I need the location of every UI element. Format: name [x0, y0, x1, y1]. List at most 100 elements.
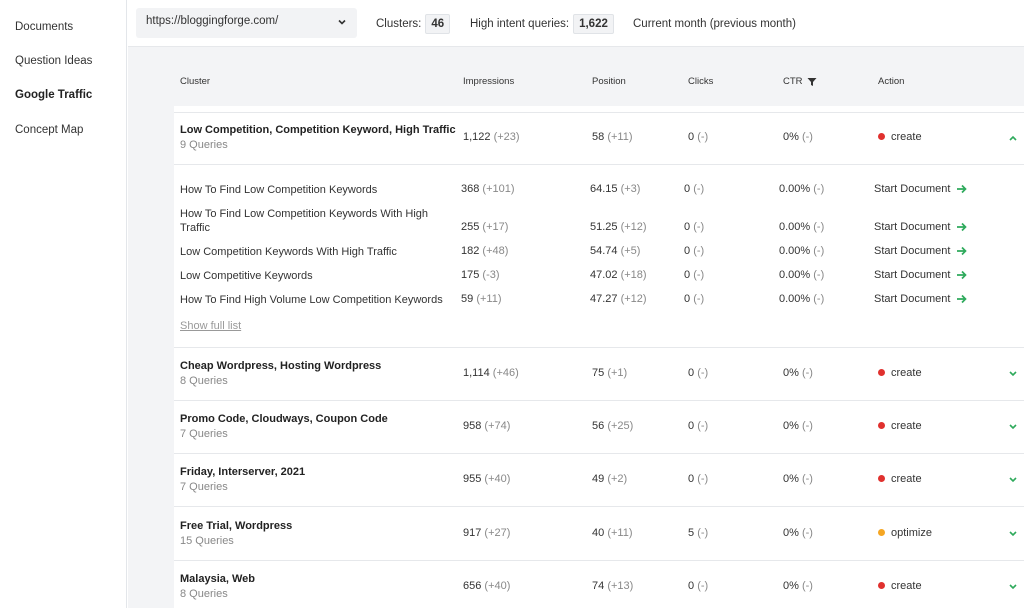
query-text: How To Find High Volume Low Competition … [180, 294, 443, 306]
cluster-ctr: 0% (-) [783, 580, 813, 592]
query-text: How To Find Low Competition Keywords [180, 184, 378, 196]
cluster-action[interactable]: create [878, 420, 922, 432]
site-select[interactable]: https://bloggingforge.com/ [136, 8, 357, 38]
cluster-queries: 7 Queries [180, 481, 228, 493]
cluster-clicks: 0 (-) [688, 131, 709, 143]
cluster-queries: 7 Queries [180, 428, 228, 440]
cluster-ctr: 0% (-) [783, 420, 813, 432]
cluster-action[interactable]: create [878, 580, 922, 592]
cluster-impressions: 1,122 (+23) [463, 131, 520, 143]
cluster-clicks: 0 (-) [688, 473, 709, 485]
high-intent-stat: High intent queries: 1,622 [470, 0, 614, 47]
arrow-right-icon [957, 184, 968, 194]
cluster-clicks: 0 (-) [688, 367, 709, 379]
cluster-queries: 9 Queries [180, 139, 228, 151]
query-text: Low Competitive Keywords [180, 270, 313, 282]
cluster-impressions: 958 (+74) [463, 420, 511, 432]
cluster-table: Cluster Impressions Position Clicks CTR … [174, 56, 1024, 608]
start-document-button[interactable]: Start Document [874, 245, 968, 257]
status-dot [878, 474, 885, 482]
query-clicks: 0 (-) [684, 221, 705, 233]
cluster-title[interactable]: Low Competition, Competition Keyword, Hi… [180, 124, 456, 136]
chevron-down-icon[interactable] [1008, 423, 1018, 431]
sidebar-item-documents[interactable]: Documents [15, 21, 74, 33]
query-ctr: 0.00% (-) [779, 269, 825, 281]
cluster-position: 40 (+11) [592, 527, 633, 539]
header-action: Action [878, 76, 905, 87]
cluster-title[interactable]: Promo Code, Cloudways, Coupon Code [180, 413, 388, 425]
cluster-ctr: 0% (-) [783, 473, 813, 485]
show-full-list-link[interactable]: Show full list [180, 320, 242, 332]
cluster-clicks: 0 (-) [688, 580, 709, 592]
cluster-title[interactable]: Free Trial, Wordpress [180, 520, 293, 532]
header-ctr[interactable]: CTR [783, 76, 817, 87]
query-position: 64.15 (+3) [590, 183, 641, 195]
cluster-action[interactable]: create [878, 473, 922, 485]
sidebar-item-question-ideas[interactable]: Question Ideas [15, 55, 93, 67]
query-impressions: 182 (+48) [461, 245, 509, 257]
query-clicks: 0 (-) [684, 245, 705, 257]
query-ctr: 0.00% (-) [779, 221, 825, 233]
cluster-impressions: 1,114 (+46) [463, 367, 519, 379]
sidebar-item-google-traffic[interactable]: Google Traffic [15, 89, 93, 101]
query-impressions: 368 (+101) [461, 183, 515, 195]
cluster-position: 58 (+11) [592, 131, 633, 143]
cluster-title[interactable]: Cheap Wordpress, Hosting Wordpress [180, 360, 382, 372]
query-clicks: 0 (-) [684, 293, 705, 305]
cluster-title[interactable]: Friday, Interserver, 2021 [180, 466, 306, 478]
query-impressions: 255 (+17) [461, 221, 509, 233]
header-cluster[interactable]: Cluster [180, 76, 211, 87]
site-url: https://bloggingforge.com/ [146, 15, 279, 27]
cluster-queries: 15 Queries [180, 535, 234, 547]
cluster-action[interactable]: optimize [878, 527, 932, 539]
query-position: 47.02 (+18) [590, 269, 647, 281]
header-clicks[interactable]: Clicks [688, 76, 714, 87]
status-dot [878, 132, 885, 140]
query-position: 54.74 (+5) [590, 245, 641, 257]
arrow-right-icon [957, 270, 968, 280]
query-ctr: 0.00% (-) [779, 245, 825, 257]
start-document-button[interactable]: Start Document [874, 269, 968, 281]
query-ctr: 0.00% (-) [779, 293, 825, 305]
start-document-button[interactable]: Start Document [874, 293, 968, 305]
chevron-up-icon[interactable] [1008, 134, 1018, 142]
chevron-down-icon[interactable] [1008, 370, 1018, 378]
row-divider [174, 506, 1024, 507]
cluster-ctr: 0% (-) [783, 131, 813, 143]
query-clicks: 0 (-) [684, 269, 705, 281]
table-header: Cluster Impressions Position Clicks CTR … [174, 56, 1024, 106]
status-dot [878, 581, 885, 589]
filter-icon[interactable] [807, 77, 817, 87]
cluster-action[interactable]: create [878, 131, 922, 143]
start-document-button[interactable]: Start Document [874, 221, 968, 233]
cluster-impressions: 955 (+40) [463, 473, 511, 485]
cluster-position: 56 (+25) [592, 420, 634, 432]
header-impressions[interactable]: Impressions [463, 76, 515, 87]
cluster-queries: 8 Queries [180, 375, 228, 387]
cluster-impressions: 656 (+40) [463, 580, 511, 592]
cluster-action[interactable]: create [878, 367, 922, 379]
cluster-clicks: 5 (-) [688, 527, 709, 539]
row-divider [174, 400, 1024, 401]
cluster-title[interactable]: Malaysia, Web [180, 573, 255, 585]
chevron-down-icon[interactable] [1008, 583, 1018, 591]
high-intent-count: 1,622 [573, 13, 614, 34]
main-content: https://bloggingforge.com/ Clusters: 46 … [128, 0, 1024, 608]
status-dot [878, 368, 885, 376]
header-position[interactable]: Position [592, 76, 626, 87]
query-ctr: 0.00% (-) [779, 183, 825, 195]
period-label: Current month (previous month) [633, 17, 796, 30]
query-text: Low Competition Keywords With High Traff… [180, 246, 397, 258]
header-ctr-label: CTR [783, 76, 803, 87]
start-document-button[interactable]: Start Document [874, 183, 968, 195]
sidebar-item-concept-map[interactable]: Concept Map [15, 124, 84, 136]
arrow-right-icon [957, 222, 968, 232]
row-divider [174, 112, 1024, 113]
query-clicks: 0 (-) [684, 183, 705, 195]
status-dot [878, 528, 885, 536]
row-divider [174, 560, 1024, 561]
query-text: How To Find Low Competition Keywords Wit… [180, 208, 429, 234]
chevron-down-icon[interactable] [1008, 476, 1018, 484]
chevron-down-icon[interactable] [1008, 530, 1018, 538]
query-position: 51.25 (+12) [590, 221, 647, 233]
